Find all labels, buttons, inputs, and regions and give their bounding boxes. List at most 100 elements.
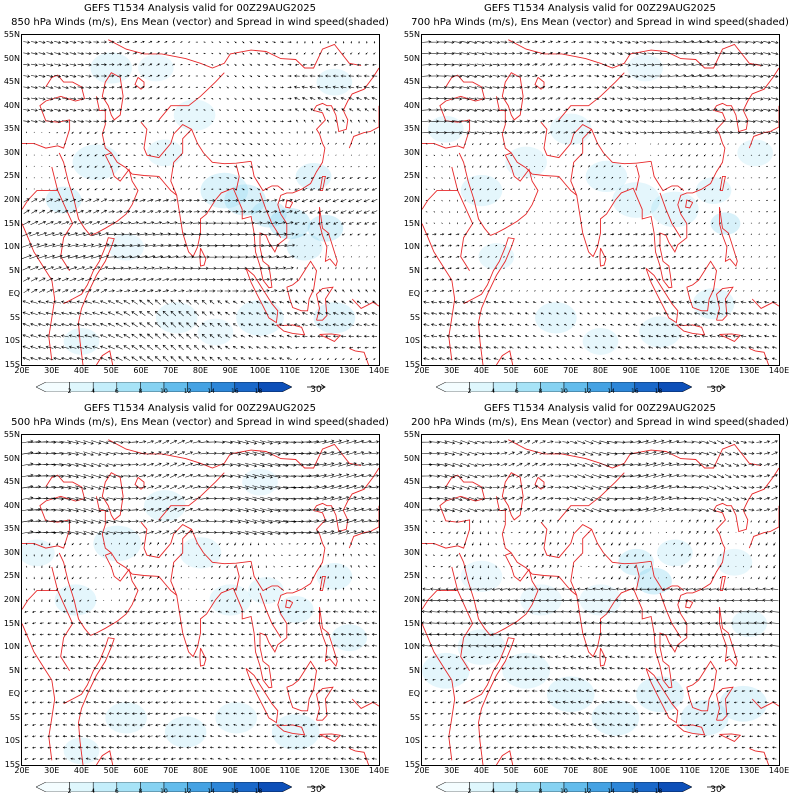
- wind-vector: [350, 598, 353, 602]
- wind-vector: [724, 334, 731, 338]
- wind-vector: [627, 165, 629, 168]
- wind-vector: [627, 188, 629, 190]
- wind-vector: [586, 74, 592, 78]
- wind-vector: [533, 542, 536, 546]
- wind-vector: [494, 142, 498, 145]
- wind-vector: [561, 587, 570, 591]
- wind-vector: [70, 655, 75, 659]
- wind-vector: [54, 86, 62, 90]
- wind-vector: [502, 154, 505, 157]
- reference-vector-label: 30: [710, 385, 722, 395]
- wind-vector: [479, 165, 482, 168]
- wind-vector: [200, 519, 209, 523]
- wind-vector: [309, 74, 316, 78]
- wind-vector: [146, 474, 155, 478]
- wind-vector: [463, 656, 467, 659]
- wind-vector: [492, 63, 501, 67]
- wind-vector: [201, 356, 207, 362]
- wind-vector: [370, 508, 379, 512]
- wind-vector: [252, 530, 266, 536]
- wind-vector: [124, 74, 130, 78]
- wind-vector: [518, 543, 521, 545]
- coastline: [319, 207, 338, 267]
- wind-vector: [557, 176, 559, 179]
- wind-vector: [440, 724, 444, 726]
- wind-vector: [332, 712, 339, 715]
- wind-vector: [672, 267, 677, 270]
- wind-vector: [518, 222, 521, 224]
- wind-vector: [632, 131, 639, 135]
- wind-vector: [516, 678, 522, 682]
- wind-vector: [287, 63, 292, 66]
- wind-vector: [30, 300, 38, 304]
- wind-vector: [355, 199, 362, 203]
- wind-vector: [508, 667, 514, 670]
- wind-vector: [125, 188, 129, 190]
- wind-vector: [461, 300, 468, 304]
- wind-vector: [773, 143, 776, 145]
- wind-vector: [116, 85, 123, 89]
- panel-title: GEFS T1534 Analysis valid for 00Z29AUG20…: [483, 403, 716, 414]
- coastline: [422, 474, 486, 549]
- wind-vector: [476, 86, 485, 90]
- wind-vector: [79, 188, 82, 191]
- coastline: [650, 561, 685, 592]
- wind-vector: [687, 267, 692, 270]
- wind-vector: [358, 142, 360, 145]
- wind-vector: [234, 542, 237, 546]
- wind-vector: [719, 165, 722, 168]
- wind-vector: [452, 485, 463, 490]
- wind-vector: [495, 245, 498, 247]
- wind-vector: [554, 700, 561, 704]
- wind-vector: [139, 678, 145, 682]
- wind-vector: [625, 244, 631, 247]
- wind-vector: [526, 200, 528, 202]
- wind-vector: [61, 97, 69, 101]
- wind-vector: [202, 667, 207, 670]
- wind-vector: [639, 108, 647, 112]
- wind-vector: [487, 278, 490, 281]
- wind-vector: [348, 666, 354, 670]
- wind-vector: [248, 312, 253, 315]
- wind-vector: [602, 323, 606, 326]
- wind-vector: [656, 244, 661, 247]
- wind-vector: [335, 142, 337, 145]
- wind-vector: [517, 346, 522, 349]
- wind-vector: [495, 290, 498, 292]
- wind-vector: [602, 131, 608, 135]
- wind-vector: [610, 301, 614, 304]
- wind-vector: [432, 233, 437, 236]
- wind-vector: [22, 334, 31, 338]
- wind-vector: [294, 346, 299, 349]
- wind-vector: [264, 97, 269, 100]
- wind-vector: [701, 357, 708, 361]
- wind-vector: [279, 300, 284, 304]
- coastline: [716, 686, 734, 721]
- wind-vector: [225, 357, 230, 361]
- wind-vector: [55, 712, 60, 715]
- wind-vector: [302, 667, 308, 670]
- wind-vector: [340, 655, 347, 659]
- wind-vector: [532, 335, 537, 338]
- wind-vector: [460, 610, 470, 614]
- wind-vector: [547, 485, 554, 489]
- wind-vector: [587, 357, 591, 360]
- wind-vector: [586, 120, 592, 123]
- wind-vector: [85, 610, 91, 613]
- wind-vector: [209, 334, 215, 339]
- wind-vector: [518, 143, 521, 145]
- wind-vector: [453, 97, 463, 101]
- wind-vector: [210, 576, 213, 579]
- wind-vector: [123, 356, 131, 361]
- wind-vector: [422, 130, 432, 134]
- wind-vector: [116, 644, 122, 648]
- wind-vector: [209, 345, 215, 350]
- wind-vector: [342, 119, 345, 123]
- wind-vector: [460, 474, 470, 479]
- wind-vector: [155, 701, 161, 704]
- wind-vector: [62, 735, 68, 738]
- wind-vector: [162, 723, 168, 727]
- wind-vector: [548, 63, 553, 66]
- wind-vector: [62, 689, 68, 693]
- wind-vector: [425, 520, 428, 523]
